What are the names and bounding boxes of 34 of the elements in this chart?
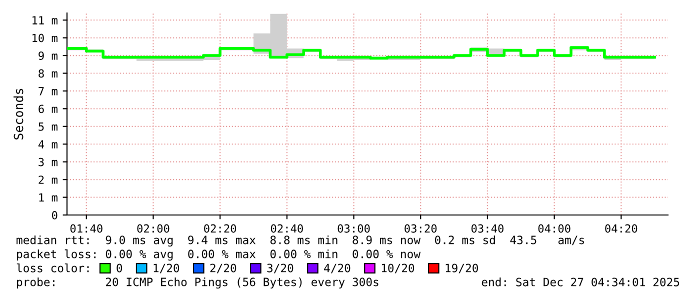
y-tick-label: 3 m [38,158,58,166]
x-tick-label: 02:40 [270,224,303,233]
x-tick-label: 04:00 [538,224,570,233]
legend-label: 1/20 [154,264,180,274]
legend-label: 10/20 [382,264,414,274]
x-tick-label: 02:20 [204,224,236,233]
y-axis-title: Seconds [14,88,24,140]
y-tick-label: 1 m [39,193,58,202]
legend-label: 0 [116,264,122,272]
x-tick-label: 03:00 [338,224,370,233]
y-tick-label: 9 m [38,52,58,60]
text: median rtt: 9.0 ms avg 9.4 ms max 8.8 ms min 8.9 ms now 0.2 ms sd 43.5 am/s [16,235,584,247]
x-tick-label: 01:40 [70,224,102,233]
y-tick-label: 4 m [38,140,58,148]
legend-label: 19/20 [446,264,478,274]
text: packet loss: 0.00 % avg 0.00 % max 0.00 % min 0.00 % now [17,249,421,261]
x-tick-label: 02:00 [137,224,170,233]
y-tick-label: 8 m [38,69,58,78]
y-tick-label: 0 [52,211,58,220]
y-tick-label: 11 m [32,16,58,24]
y-tick-label: 7 m [38,87,58,96]
legend-label: 2/20 [210,264,236,274]
x-tick-label: 04:20 [605,224,638,233]
text: end: Sat Dec 27 04:34:01 2025 [482,278,680,286]
legend-label: 3/20 [267,264,294,274]
y-tick-label: 5 m [38,122,58,131]
y-tick-label: 10 m [32,34,58,42]
legend-label: 4/20 [324,264,350,274]
legend-title: loss color: [16,263,89,272]
text: probe: 20 ICMP Echo Pings (56 Bytes) every 300s [17,277,378,289]
y-tick-label: 6 m [38,104,58,114]
x-tick-label: 03:40 [471,224,504,233]
x-tick-label: 03:20 [404,224,437,233]
y-tick-label: 2 m [38,176,58,184]
